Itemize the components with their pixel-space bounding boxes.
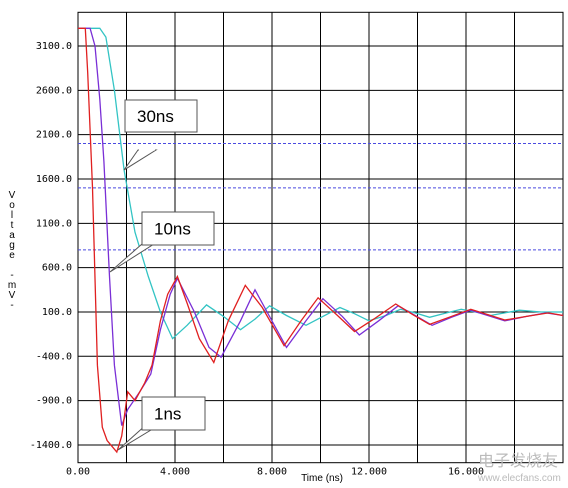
- annotation: 30ns: [137, 107, 174, 126]
- x-tick-label: 0.00: [66, 467, 90, 478]
- x-axis-label: Time (ns): [301, 473, 343, 484]
- y-tick-label: 100.0: [42, 307, 72, 318]
- watermark: 电子发烧友: [478, 452, 558, 470]
- callout-box: [141, 396, 206, 431]
- y-tick-label: -900.0: [36, 396, 72, 407]
- x-tick-label: 16.000: [448, 467, 484, 478]
- y-tick-label: 3100.0: [36, 41, 72, 52]
- x-tick-label: 4.000: [160, 467, 190, 478]
- callout-box: [141, 211, 215, 246]
- y-tick-label: 1600.0: [36, 174, 72, 185]
- annotation: 1ns: [154, 405, 181, 424]
- y-tick-label: -400.0: [36, 351, 72, 362]
- y-tick-label: -1400.0: [30, 440, 72, 451]
- series-line: [78, 27, 564, 426]
- callout-box: [124, 99, 198, 133]
- x-tick-label: 8.000: [257, 467, 287, 478]
- x-tick-label: 12.000: [351, 467, 387, 478]
- watermark: www.elecfans.com: [477, 473, 561, 484]
- y-tick-label: 600.0: [42, 263, 72, 274]
- series-line: [78, 27, 564, 454]
- y-tick-label: 2100.0: [36, 130, 72, 141]
- annotation: 10ns: [154, 220, 191, 239]
- y-axis-label: Voltage -mV-: [7, 190, 18, 310]
- y-tick-label: 1100.0: [36, 218, 72, 229]
- y-tick-label: 2600.0: [36, 85, 72, 96]
